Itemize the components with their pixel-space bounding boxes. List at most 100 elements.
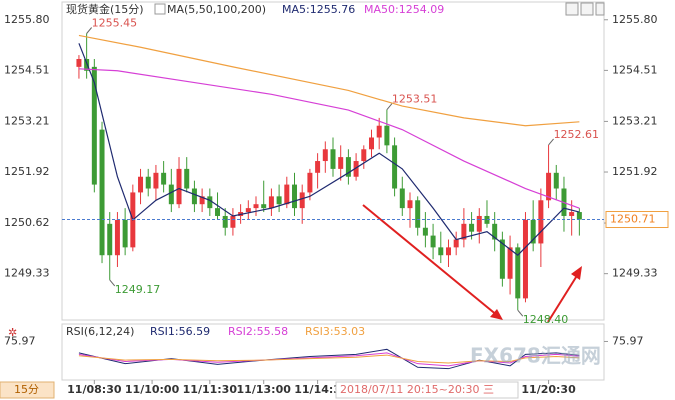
watermark: FX678汇通网 [470, 344, 601, 368]
candle-body [461, 223, 467, 240]
ma-line [78, 43, 580, 257]
tool-button[interactable] [580, 2, 594, 16]
candle-body [484, 215, 490, 224]
toolbar [565, 2, 605, 16]
arrow-line [362, 204, 499, 317]
x-tick-label: 11/10:00 [125, 383, 180, 396]
crosshair-label-box [335, 381, 519, 399]
candle-body [222, 215, 228, 228]
candle-body [546, 172, 552, 201]
ma-setting: MA(5,50,100,200) [167, 3, 266, 16]
candle-body [168, 184, 174, 205]
candle-body [376, 125, 382, 138]
ma-line [78, 34, 580, 127]
last-price-box [605, 211, 669, 229]
symbol: 现货黄金(15分) [66, 2, 144, 16]
y-tick-label-right: 1255.80 [612, 13, 658, 26]
annotation-pointer [517, 309, 524, 317]
rsi-title: RSI(6,12,24) [66, 325, 134, 338]
rsi-icon[interactable]: ✲ [8, 326, 17, 339]
candle-body [469, 223, 475, 232]
candle-body [261, 204, 267, 209]
candle-body [207, 196, 213, 209]
candle-body [530, 219, 536, 244]
x-tick-label: 11/14:3 [294, 383, 341, 396]
period-button-box[interactable] [0, 381, 55, 399]
last-price-label: 1250.71 [610, 213, 656, 226]
y-tick-label: 1249.33 [4, 267, 50, 280]
crosshair-label: 2018/07/11 20:15~20:30 三 [340, 383, 494, 396]
ma50-label: MA50:1254.09 [364, 3, 444, 16]
y-tick-label: 1253.21 [4, 114, 50, 127]
x-tick-label: 11/11:30 [183, 383, 238, 396]
trend-arrows [362, 204, 582, 323]
candle-body [76, 59, 82, 67]
period-button[interactable]: 15分 [14, 383, 39, 396]
candle-body [330, 149, 336, 169]
candle-body [268, 196, 274, 209]
price-annotation: 1255.45 [92, 17, 137, 30]
candle-body [91, 66, 97, 185]
rsi-legend: RSI1:56.59 [150, 325, 210, 338]
candle-body [307, 172, 313, 193]
candle-body [122, 219, 128, 248]
candle-body [445, 247, 451, 256]
candle-body [191, 188, 197, 205]
candle-body [522, 219, 528, 299]
rsi-legend: RSI3:53.03 [305, 325, 365, 338]
ma-line [78, 68, 580, 209]
candle-body [338, 157, 344, 169]
candle-body [215, 208, 221, 216]
x-tick-label: 11/13:00 [237, 383, 292, 396]
ma5-label: MA5:1255.76 [282, 3, 355, 16]
candle-body [553, 172, 559, 189]
tool-button[interactable] [595, 2, 605, 16]
candle-body [107, 223, 113, 256]
candle-body [430, 235, 436, 248]
candle-body [199, 196, 205, 205]
candle-body [276, 196, 282, 205]
candle-body [315, 161, 321, 173]
candle-body [576, 212, 582, 220]
x-tick-label: 11/08:30 [67, 383, 122, 396]
rsi-line [78, 354, 580, 364]
candle-body [245, 208, 251, 213]
ma-checkbox[interactable] [154, 3, 166, 15]
arrow-line [547, 273, 579, 323]
y-tick-label: 1251.92 [4, 165, 50, 178]
arrow-head [571, 266, 582, 280]
rsi-tick-label-right: 75.97 [612, 334, 644, 347]
candle-body [392, 145, 398, 189]
y-tick-label: 1250.62 [4, 216, 50, 229]
candle-body [407, 200, 413, 209]
y-tick-label: 1254.51 [4, 63, 50, 76]
price-annotation: 1253.51 [392, 93, 438, 106]
y-tick-label-right: 1254.51 [612, 63, 658, 76]
candle-body [384, 125, 390, 146]
candle-body [492, 223, 498, 240]
candle-body [399, 188, 405, 209]
annotation-pointer [386, 103, 393, 110]
candle-body [499, 239, 505, 279]
candle-body [84, 59, 90, 71]
y-tick-label-right: 1253.21 [612, 114, 658, 127]
candle-body [99, 129, 105, 256]
y-tick-label: 1255.80 [4, 13, 50, 26]
annotation-pointer [548, 138, 554, 146]
tool-button[interactable] [565, 2, 579, 16]
candle-body [145, 176, 151, 189]
candle-body [422, 227, 428, 236]
candle-body [299, 192, 305, 209]
x-tick-label: 11/20:30 [521, 383, 576, 396]
candle-body [184, 168, 190, 189]
candle-body [353, 161, 359, 177]
candle-body [292, 184, 298, 209]
rsi-legend: RSI2:55.58 [228, 325, 288, 338]
candle-body [507, 247, 513, 279]
price-annotation: 1249.17 [115, 283, 161, 296]
candle-body [345, 157, 351, 177]
y-tick-label-right: 1251.92 [612, 165, 658, 178]
annotation-pointer [86, 27, 93, 34]
y-tick-label-right: 1249.33 [612, 267, 658, 280]
candle-body [253, 204, 259, 209]
